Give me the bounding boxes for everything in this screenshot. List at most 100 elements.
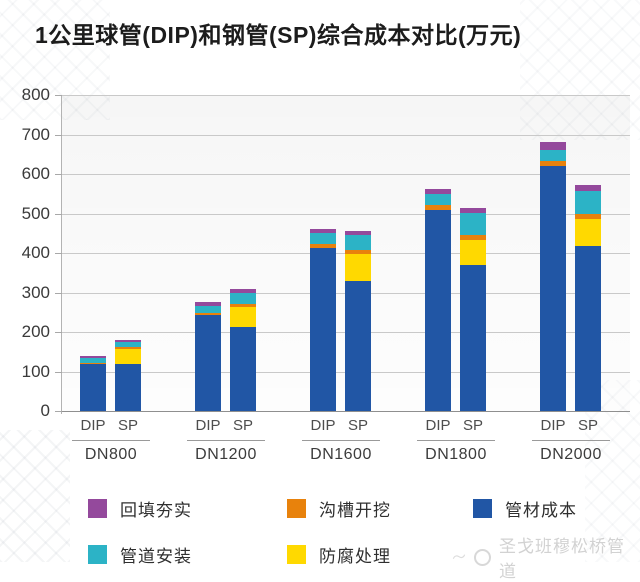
bar-segment-installation [425,193,451,205]
bar-segment-material-cost [540,166,566,411]
bar-label-dip-dn1200: DIP [195,417,221,434]
bar-segment-installation [195,305,221,314]
legend-label-anticorrosion: 防腐处理 [319,547,391,566]
legend-item-installation: 管道安装 [88,542,287,567]
bar-label-sp-dn2000: SP [577,417,598,434]
y-axis-tick [55,95,62,96]
group-underline-dn2000 [532,440,610,441]
bar-segment-installation [540,149,566,161]
legend-swatch-anticorrosion [287,545,306,564]
bar-segment-anticorrosion [115,348,141,364]
bar-segment-backfill [460,207,486,214]
bar-segment-excavation [310,244,336,248]
legend-label-excavation: 沟槽开挖 [319,501,391,520]
y-axis-tick [55,371,62,373]
group-underline-dn1200 [187,440,265,441]
legend-swatch-material-cost [473,499,492,518]
bar-sp-dn800 [115,339,141,411]
bar-segment-anticorrosion [345,254,371,281]
legend-item-backfill: 回填夯实 [88,496,287,521]
bar-segment-excavation [345,250,371,255]
y-axis-tick-label: 100 [21,361,50,381]
legend-item-excavation: 沟槽开挖 [287,496,473,521]
y-axis-tick [55,134,62,136]
bar-segment-excavation [195,313,221,316]
watermark-text: 圣戈班穆松桥管道 [499,537,625,581]
bar-segment-material-cost [195,315,221,411]
group-underline-dn800 [72,440,150,441]
gridline-700 [62,134,630,136]
y-axis-tick-label: 800 [21,85,50,104]
group-underline-dn1800 [417,440,495,441]
bar-segment-excavation [230,303,256,307]
legend-label-backfill: 回填夯实 [120,501,192,520]
bar-segment-excavation [460,234,486,240]
bar-segment-material-cost [80,364,106,411]
bar-segment-material-cost [575,246,601,411]
chart-title: 1公里球管(DIP)和钢管(SP)综合成本对比(万元) [35,22,522,48]
legend-label-installation: 管道安装 [120,547,192,566]
bar-segment-backfill [230,288,256,294]
group-underline-dn1600 [302,440,380,441]
bar-label-sp-dn800: SP [117,417,138,434]
bar-segment-excavation [80,362,106,365]
group-label-dn2000: DN2000 [540,446,602,463]
y-axis-tick [55,213,62,215]
legend-swatch-excavation [287,499,306,518]
bar-dip-dn1800 [425,188,451,411]
bar-segment-installation [230,293,256,304]
y-axis-tick-label: 300 [21,282,50,302]
bar-dip-dn2000 [540,142,566,411]
bar-segment-installation [310,233,336,245]
bar-segment-backfill [80,355,106,359]
bar-segment-material-cost [310,247,336,411]
plot-area: 800 700 600 500 400 300 200 100 0 DIP SP DN800 DIP SP… [22,85,630,463]
bar-segment-installation [80,358,106,363]
bar-segment-backfill [575,184,601,192]
bar-segment-material-cost [230,326,256,411]
y-axis-tick-label: 0 [40,401,50,420]
gridline-500 [62,213,630,215]
y-axis-tick-label: 700 [21,124,50,144]
legend-swatch-installation [88,545,107,564]
gridline-600 [62,174,630,175]
y-axis-tick-label: 600 [21,164,50,183]
legend-swatch-backfill [88,499,107,518]
bar-segment-backfill [425,188,451,194]
bar-label-dip-dn1600: DIP [310,417,336,434]
legend-item-anticorrosion: 防腐处理 [287,542,473,567]
bar-segment-backfill [540,142,566,150]
legend-label-material-cost: 管材成本 [505,501,577,520]
bar-segment-anticorrosion [460,239,486,265]
bar-segment-backfill [345,231,371,236]
bar-segment-backfill [115,339,141,342]
watermark: 〜 圣戈班穆松桥管道 [450,532,640,582]
y-axis-tick [55,253,62,254]
gridline-0 [62,411,630,412]
bar-segment-installation [460,213,486,235]
bar-segment-material-cost [460,264,486,411]
bar-segment-material-cost [425,209,451,411]
y-axis-tick [55,292,62,294]
bar-label-sp-dn1200: SP [232,417,253,434]
watermark-swoosh-icon: 〜 [450,547,468,567]
bar-segment-backfill [310,228,336,234]
group-label-dn800: DN800 [84,446,138,463]
bar-segment-installation [345,235,371,251]
legend-item-material-cost: 管材成本 [473,496,628,521]
bar-label-sp-dn1800: SP [462,417,483,434]
group-label-dn1200: DN1200 [195,446,257,463]
bar-segment-excavation [115,347,141,349]
bar-label-dip-dn800: DIP [80,417,106,434]
bar-dip-dn800 [80,355,106,411]
bar-sp-dn1200 [230,288,256,411]
watermark-logo-icon [474,548,491,566]
bar-label-sp-dn1600: SP [347,417,368,434]
bar-segment-excavation [425,204,451,210]
bar-segment-excavation [575,213,601,219]
y-axis-tick [55,411,62,412]
gridline-800 [62,95,630,96]
y-axis-tick [55,332,62,333]
y-axis-tick-label: 500 [21,203,50,223]
